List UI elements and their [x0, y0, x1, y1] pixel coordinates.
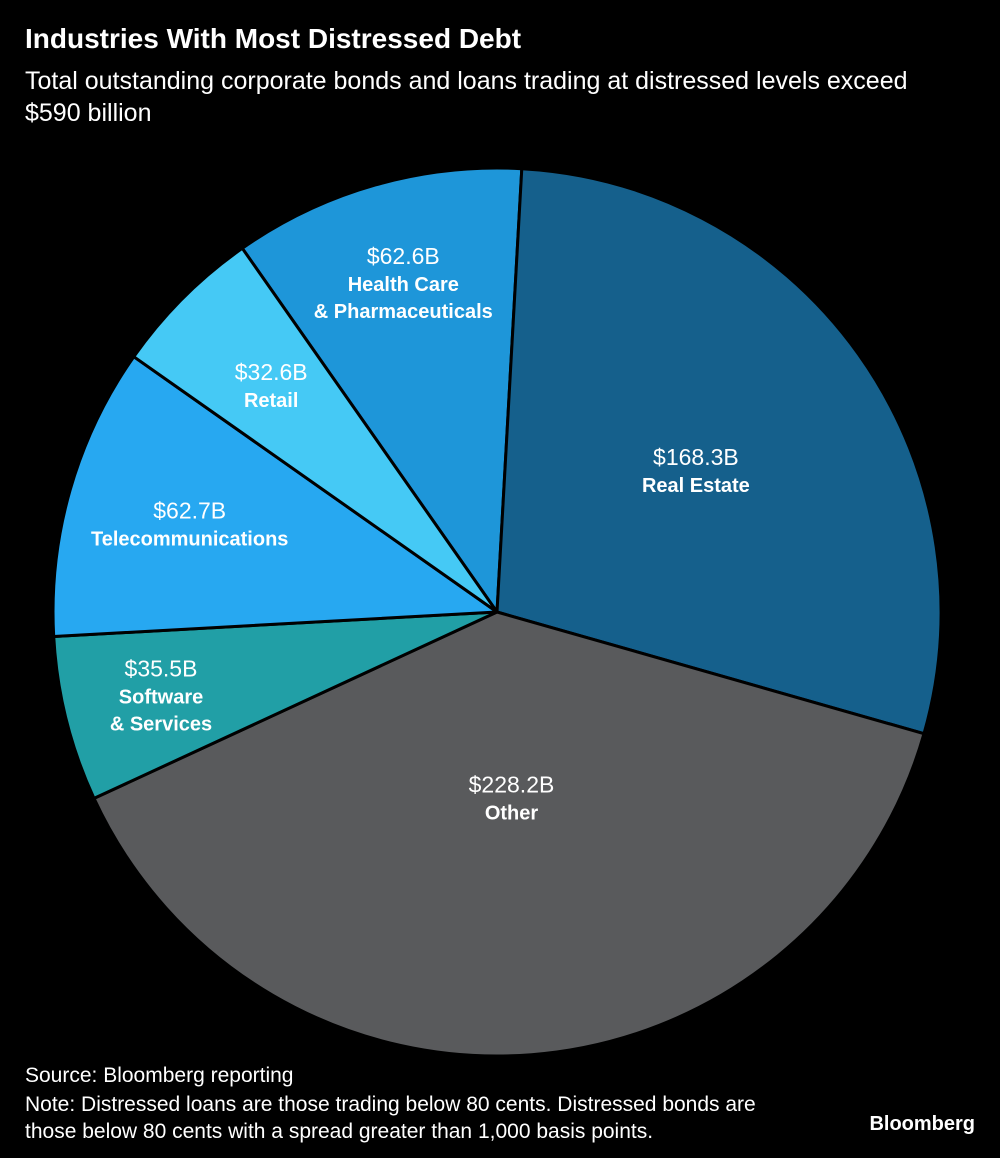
pie-slice-software-services: [52, 610, 499, 800]
slice-label-health-care-pharmaceuticals: $62.6B Health Care & Pharmaceuticals: [314, 243, 493, 323]
source-note: Source: Bloomberg reporting: [25, 1064, 294, 1088]
chart-header: Industries With Most Distressed Debt Tot…: [25, 23, 975, 130]
chart-subtitle: Total outstanding corporate bonds and lo…: [25, 66, 908, 128]
pie-slice-telecommunications: [51, 355, 499, 638]
slice-label-other: $228.2B Other: [469, 771, 555, 824]
slice-label-software-services: $35.5B Software & Services: [110, 656, 212, 736]
slice-label-telecommunications: $62.7B Telecommunications: [91, 498, 288, 551]
bloomberg-logo: Bloomberg: [869, 1113, 975, 1135]
pie-slice-real-estate: [495, 167, 943, 736]
slice-label-retail: $32.6B Retail: [235, 359, 308, 412]
chart-title: Industries With Most Distressed Debt: [25, 23, 522, 54]
methodology-note: Note: Distressed loans are those trading…: [25, 1093, 756, 1144]
pie-slice-other: [92, 610, 926, 1058]
pie-slice-retail: [132, 246, 499, 614]
chart-footer: Source: Bloomberg reporting Note: Distre…: [25, 1063, 975, 1146]
slice-label-real-estate: $168.3B Real Estate: [642, 444, 750, 497]
pie-slice-health-care-pharmaceuticals: [240, 166, 524, 614]
